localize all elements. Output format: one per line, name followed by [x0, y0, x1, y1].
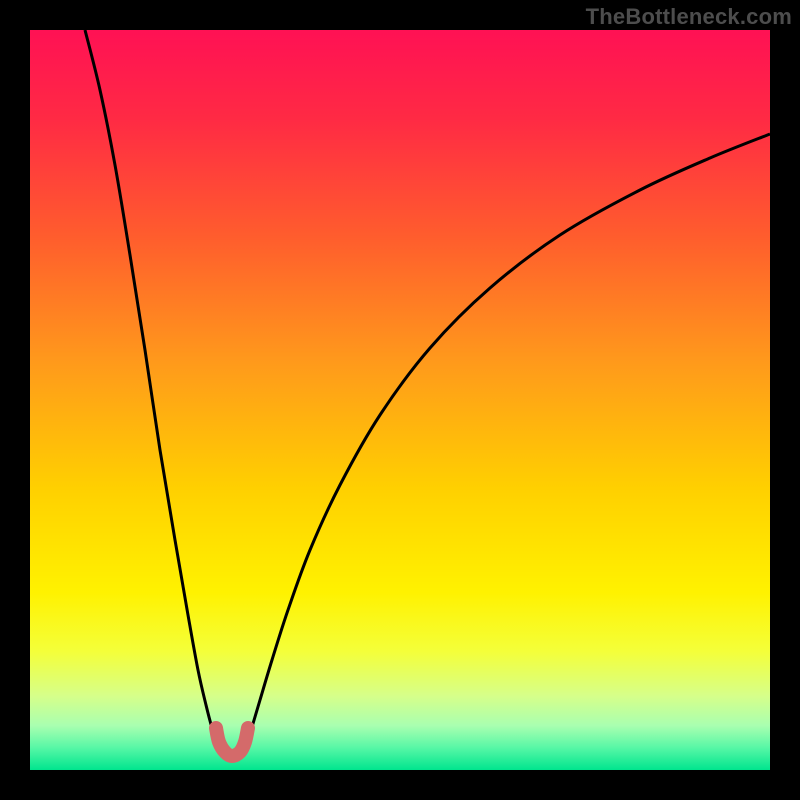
- minimum-marker: [216, 728, 248, 756]
- bottleneck-curve: [30, 30, 770, 770]
- left-curve: [85, 30, 216, 740]
- watermark-text: TheBottleneck.com: [586, 4, 792, 30]
- right-curve: [248, 134, 770, 740]
- plot-area: [30, 30, 770, 770]
- chart-frame: TheBottleneck.com: [0, 0, 800, 800]
